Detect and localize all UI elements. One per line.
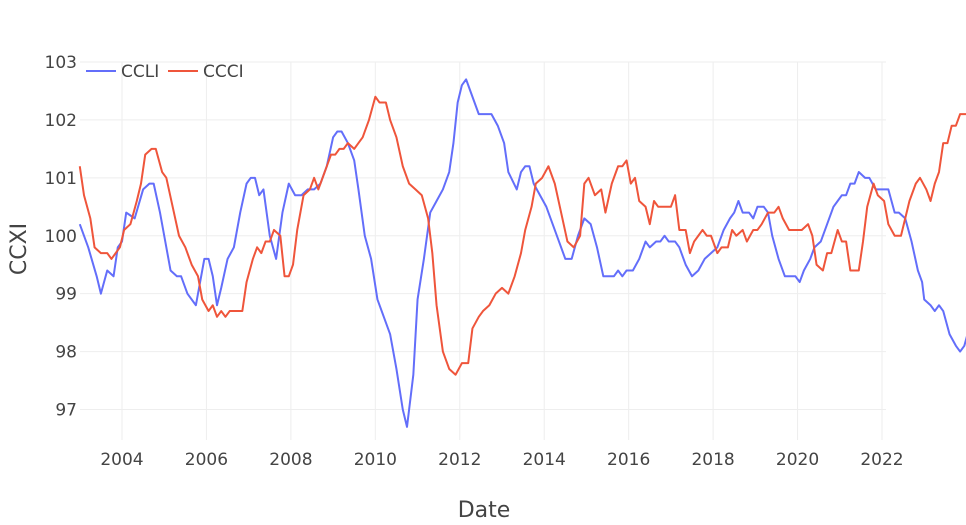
gridlines [80,61,886,440]
x-tick-label: 2006 [185,450,228,470]
x-tick-label: 2012 [438,450,481,470]
x-tick-label: 2014 [523,450,566,470]
x-tick-label: 2016 [607,450,650,470]
x-tick-label: 2004 [100,450,143,470]
x-tick-label: 2018 [691,450,734,470]
x-axis-ticks: 2004 2006 2008 2010 2012 2014 2016 2018 2020 2022 [100,450,903,470]
x-axis-title: Date [458,498,511,523]
series-lines [78,78,966,428]
legend-item-ccci[interactable]: CCCI [168,62,244,82]
y-axis-title: CCXI [7,223,32,275]
y-tick-label: 99 [55,285,77,305]
x-tick-label: 2010 [354,450,397,470]
y-tick-label: 103 [45,53,77,73]
y-tick-label: 98 [55,343,77,363]
series-line-ccli[interactable] [78,78,966,428]
legend-label: CCCI [203,62,244,82]
y-tick-label: 97 [55,401,77,421]
legend[interactable]: CCLI CCCI [86,62,244,82]
y-tick-label: 100 [45,227,77,247]
x-tick-label: 2020 [776,450,819,470]
x-tick-label: 2022 [860,450,903,470]
legend-item-ccli[interactable]: CCLI [86,62,159,82]
legend-label: CCLI [121,62,159,82]
y-axis-ticks: 97 98 99 100 101 102 103 [45,53,77,421]
y-tick-label: 102 [45,111,77,131]
y-tick-label: 101 [45,169,77,189]
x-tick-label: 2008 [269,450,312,470]
series-line-ccci[interactable] [78,85,966,409]
